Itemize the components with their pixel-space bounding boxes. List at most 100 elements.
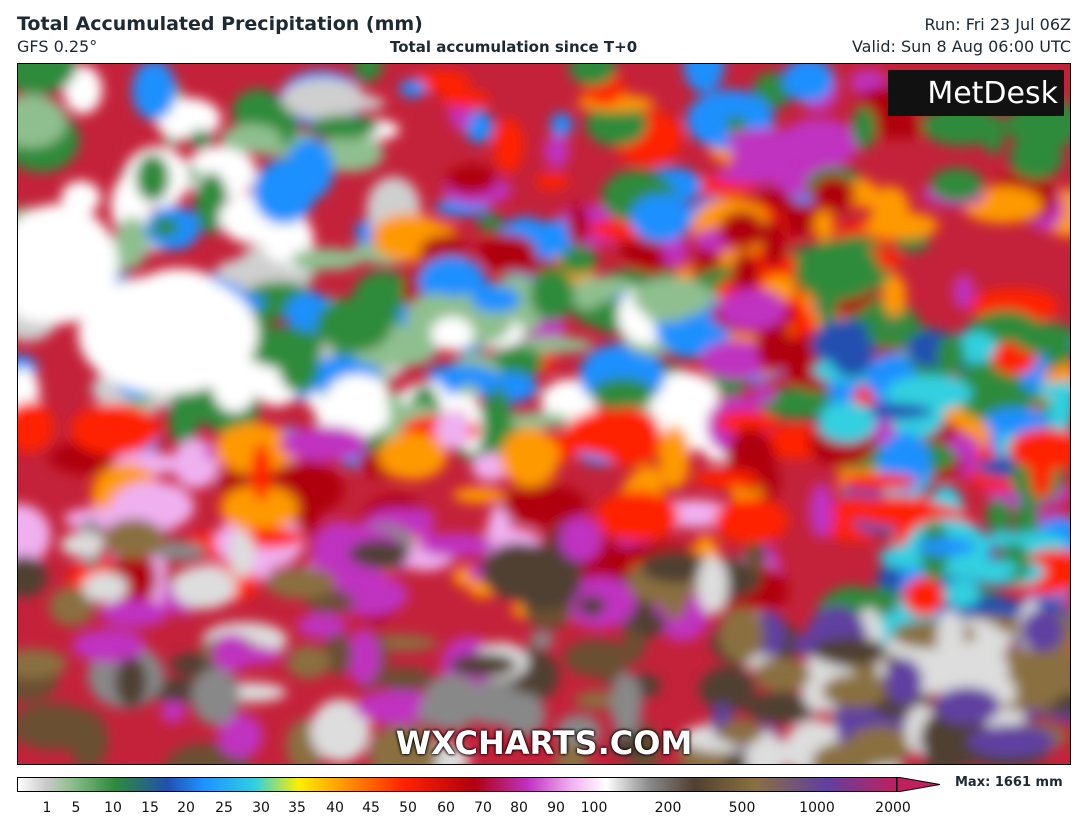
field-patch — [936, 609, 965, 670]
field-patch — [847, 178, 878, 208]
field-patch — [372, 221, 458, 238]
field-patch — [821, 674, 888, 708]
tick-label: 45 — [362, 800, 380, 816]
field-patch — [219, 484, 299, 532]
field-patch — [831, 499, 870, 522]
field-patch — [82, 571, 128, 604]
logo: MetDesk — [888, 70, 1064, 116]
field-patch — [212, 645, 283, 666]
field-patch — [1029, 449, 1054, 499]
field-patch — [152, 541, 207, 562]
field-patch — [323, 633, 353, 675]
field-patch — [658, 425, 691, 490]
field-patch — [290, 248, 363, 271]
field-patch — [568, 64, 617, 87]
field-patch — [172, 565, 237, 610]
field-patch — [471, 285, 521, 313]
title: Total Accumulated Precipitation (mm) — [17, 13, 423, 35]
field-patch — [18, 64, 78, 95]
field-patch — [683, 64, 725, 93]
field-patch — [446, 164, 498, 195]
field-patch — [917, 538, 976, 556]
field-patch — [700, 340, 773, 380]
field-patch — [577, 595, 606, 617]
tick-label: 20 — [177, 800, 195, 816]
tick-label: 10 — [104, 800, 122, 816]
watermark: WXCHARTS.COM — [395, 724, 693, 762]
field-patch — [215, 257, 293, 286]
dry-area — [78, 274, 258, 394]
field-patch — [346, 628, 381, 686]
field-patch — [441, 89, 490, 109]
field-patch — [453, 486, 506, 504]
field-patch — [489, 345, 545, 380]
field-patch — [265, 567, 337, 599]
field-patch — [493, 118, 524, 173]
field-patch — [565, 410, 652, 457]
field-patch — [499, 427, 560, 488]
field-patch — [567, 203, 589, 248]
model: GFS 0.25° — [17, 37, 98, 56]
field-patch — [529, 631, 554, 649]
field-patch — [60, 532, 105, 558]
field-patch — [644, 305, 687, 323]
precipitation-field — [18, 64, 1070, 764]
field-patch — [168, 386, 199, 448]
tick-label: 5 — [71, 800, 81, 816]
field-patch — [794, 239, 881, 301]
tick-label: 100 — [580, 800, 608, 816]
tick-label: 90 — [547, 800, 565, 816]
field-patch — [379, 667, 432, 692]
field-patch — [285, 138, 334, 200]
field-patch — [280, 425, 368, 462]
tick-label: 1000 — [799, 800, 835, 816]
field-patch — [1048, 383, 1070, 440]
field-patch — [115, 656, 147, 708]
field-patch — [501, 692, 546, 737]
field-patch — [464, 110, 493, 143]
field-patch — [714, 498, 789, 544]
field-patch — [114, 216, 149, 269]
field-patch — [629, 194, 692, 243]
field-patch — [368, 723, 439, 764]
field-patch — [885, 658, 923, 705]
field-patch — [934, 687, 1001, 725]
field-patch — [18, 648, 67, 679]
field-patch — [752, 72, 793, 109]
field-patch — [936, 334, 965, 375]
field-patch — [851, 106, 877, 150]
field-patch — [535, 172, 570, 190]
field-patch — [745, 692, 820, 724]
field-patch — [220, 123, 282, 153]
field-patch — [750, 385, 777, 403]
field-patch — [930, 167, 984, 202]
field-patch — [858, 116, 933, 139]
valid-time: Valid: Sun 8 Aug 06:00 UTC — [851, 37, 1071, 56]
field-patch — [808, 483, 835, 539]
tick-label: 35 — [288, 800, 306, 816]
field-patch — [135, 153, 170, 202]
field-patch — [560, 246, 598, 275]
colorbar-arrow — [897, 777, 941, 792]
field-patch — [817, 401, 877, 443]
field-patch — [1014, 321, 1070, 355]
tick-label: 60 — [437, 800, 455, 816]
field-patch — [811, 742, 873, 764]
dry-area — [18, 204, 118, 324]
field-patch — [310, 698, 371, 763]
field-patch — [981, 113, 1005, 155]
field-patch — [640, 551, 713, 584]
field-patch — [419, 532, 494, 557]
field-patch — [983, 407, 1050, 435]
field-patch — [103, 518, 165, 559]
field-patch — [967, 724, 1056, 758]
tick-label: 15 — [141, 800, 159, 816]
field-patch — [450, 653, 517, 677]
field-patch — [903, 577, 945, 617]
tick-label: 30 — [252, 800, 270, 816]
field-patch — [1021, 608, 1064, 652]
run-time: Run: Fri 23 Jul 06Z — [924, 15, 1071, 34]
field-patch — [718, 288, 787, 331]
field-patch — [761, 216, 786, 270]
